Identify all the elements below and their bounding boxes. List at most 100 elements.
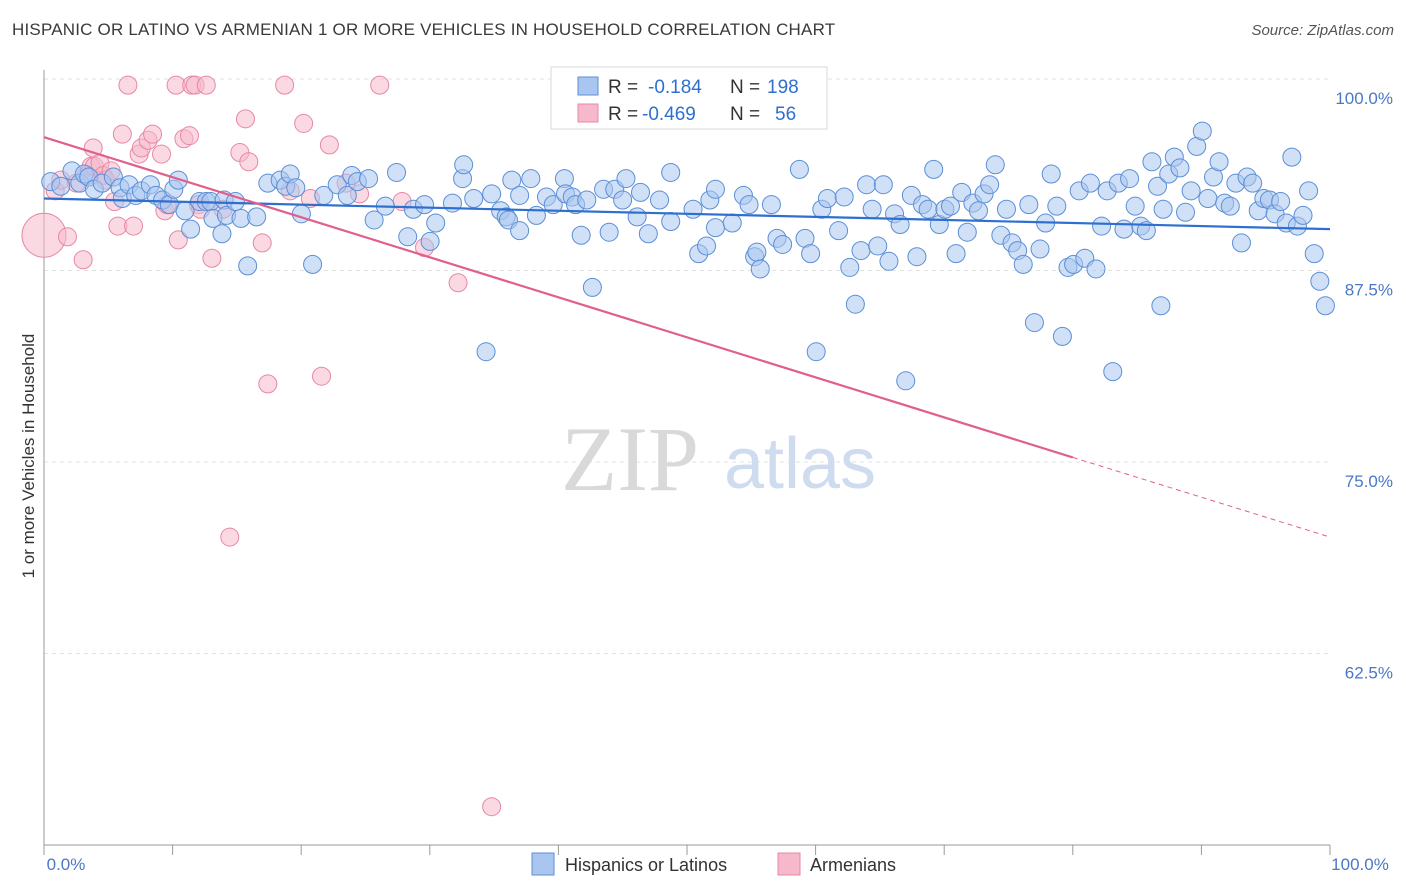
hispanics-point <box>1013 254 1033 274</box>
armenians-point <box>220 527 240 547</box>
zipatlas-watermark: ZIP atlas <box>561 408 876 510</box>
hispanics-point <box>661 162 681 182</box>
hispanics-point <box>398 227 418 247</box>
hispanics-point <box>599 222 619 242</box>
hispanics-point <box>1198 188 1218 208</box>
hispanics-point <box>817 188 837 208</box>
hispanics-point <box>1271 192 1291 212</box>
hispanics-point <box>543 195 563 215</box>
legend-n-value-pink: 56 <box>775 104 796 125</box>
hispanics-point <box>1120 169 1140 189</box>
hispanics-point <box>650 190 670 210</box>
hispanics-point <box>980 175 1000 195</box>
hispanics-point <box>1047 196 1067 216</box>
hispanics-point <box>582 277 602 297</box>
hispanics-point <box>750 259 770 279</box>
y-axis-label: 1 or more Vehicles in Household <box>19 334 38 579</box>
hispanics-point <box>705 218 725 238</box>
hispanics-point <box>996 199 1016 219</box>
armenians-point <box>152 144 172 164</box>
x-tick-label-1: 100.0% <box>1331 855 1389 874</box>
hispanics-point <box>364 210 384 230</box>
hispanics-point <box>739 195 759 215</box>
hispanics-point <box>627 207 647 227</box>
hispanics-point <box>1024 313 1044 333</box>
armenians-point <box>370 75 390 95</box>
legend-r-value-pink: -0.469 <box>642 104 696 125</box>
armenians-point <box>124 216 144 236</box>
hispanics-point <box>1103 362 1123 382</box>
hispanics-point <box>51 176 71 196</box>
hispanics-point <box>476 342 496 362</box>
legend-swatch-pink <box>577 103 599 123</box>
armenians-point <box>252 233 272 253</box>
hispanics-point <box>630 182 650 202</box>
hispanics-point <box>683 199 703 219</box>
hispanics-point <box>286 178 306 198</box>
armenians-point <box>319 135 339 155</box>
hispanics-point <box>1310 271 1330 291</box>
armenians-point <box>482 797 502 817</box>
hispanics-point <box>845 294 865 314</box>
armenians-point <box>168 230 188 250</box>
hispanics-point <box>1153 199 1173 219</box>
hispanics-point <box>705 179 725 199</box>
hispanics-point <box>1299 181 1319 201</box>
armenians-point <box>448 273 468 293</box>
hispanics-point <box>1041 164 1061 184</box>
hispanics-point <box>857 175 877 195</box>
hispanics-point <box>851 241 871 261</box>
watermark-atlas: atlas <box>724 424 876 504</box>
hispanics-point <box>510 221 530 241</box>
legend-n-value-blue: 198 <box>767 77 799 98</box>
hispanics-point <box>940 196 960 216</box>
grid-lines <box>44 78 1330 654</box>
watermark-zip: ZIP <box>561 408 699 510</box>
hispanics-point <box>840 257 860 277</box>
hispanics-point <box>387 162 407 182</box>
armenians-point <box>58 227 78 247</box>
x-tick-label-0: 0.0% <box>47 855 86 874</box>
hispanics-point <box>924 159 944 179</box>
hispanics-point <box>238 256 258 276</box>
armenians-point <box>73 250 93 270</box>
hispanics-point <box>337 185 357 205</box>
hispanics-point <box>420 231 440 251</box>
hispanics-point <box>806 342 826 362</box>
hispanics-point <box>1282 147 1302 167</box>
hispanics-points <box>41 121 1335 391</box>
hispanics-point <box>907 247 927 267</box>
hispanics-point <box>957 222 977 242</box>
bottom-legend-label-pink: Armenians <box>810 855 896 875</box>
armenians-point <box>275 75 295 95</box>
hispanics-point <box>1151 296 1171 316</box>
hispanics-point <box>638 224 658 244</box>
hispanics-point <box>1243 173 1263 193</box>
armenians-trend-extension <box>1072 456 1331 538</box>
hispanics-point <box>521 169 541 189</box>
hispanics-point <box>510 185 530 205</box>
hispanics-point <box>1052 326 1072 346</box>
armenians-point <box>112 124 132 144</box>
trend-lines <box>43 136 1331 538</box>
legend-r-label-pink: R = <box>608 104 638 125</box>
hispanics-point <box>1293 205 1313 225</box>
hispanics-point <box>1114 219 1134 239</box>
hispanics-point <box>1176 202 1196 222</box>
hispanics-point <box>829 221 849 241</box>
x-tick-marks <box>43 845 1331 855</box>
armenians-point <box>239 152 259 172</box>
y-tick-labels: 100.0% 87.5% 75.0% 62.5% <box>1335 89 1393 683</box>
hispanics-point <box>1080 173 1100 193</box>
hispanics-point <box>879 251 899 271</box>
hispanics-point <box>946 244 966 264</box>
hispanics-point <box>1315 296 1335 316</box>
hispanics-point <box>1136 221 1156 241</box>
legend-n-label-pink: N = <box>730 104 760 125</box>
hispanics-point <box>773 234 793 254</box>
bottom-legend-label-blue: Hispanics or Latinos <box>565 855 727 875</box>
y-tick-label-1: 87.5% <box>1345 281 1393 300</box>
legend-swatch-blue <box>577 76 599 96</box>
hispanics-point <box>1125 196 1145 216</box>
